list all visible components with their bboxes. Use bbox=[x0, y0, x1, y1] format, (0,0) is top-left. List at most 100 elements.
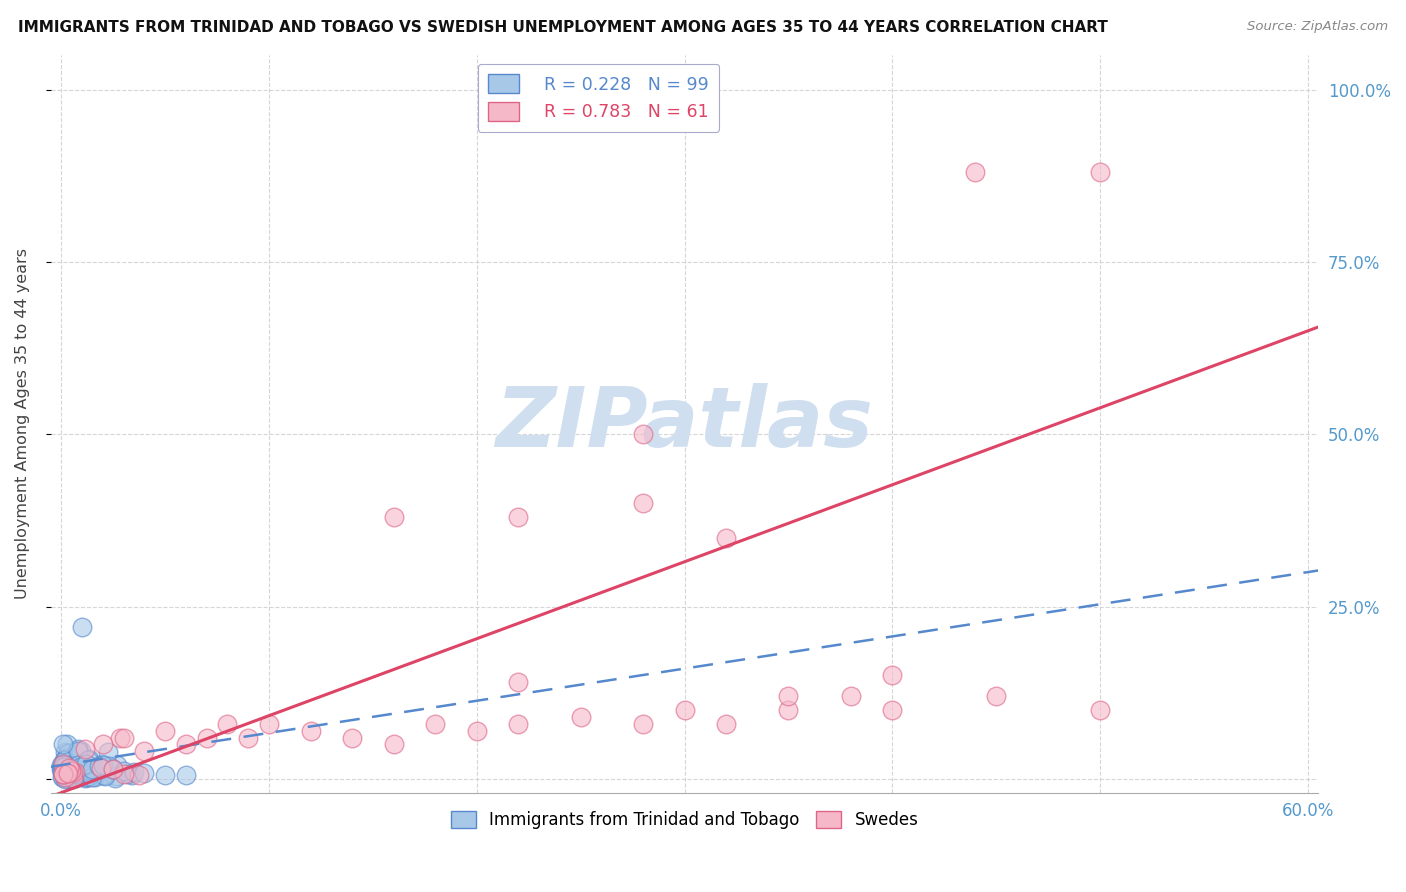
Point bbox=[60, 764, 83, 779]
Point bbox=[53, 745, 76, 759]
Point bbox=[112, 767, 135, 781]
Point bbox=[631, 427, 654, 442]
Point bbox=[53, 753, 76, 767]
Point bbox=[55, 751, 77, 765]
Point bbox=[65, 765, 87, 780]
Point bbox=[67, 767, 90, 781]
Point bbox=[84, 766, 107, 780]
Point bbox=[51, 763, 73, 777]
Point bbox=[882, 668, 904, 682]
Point bbox=[101, 762, 124, 776]
Point bbox=[425, 716, 447, 731]
Point bbox=[673, 703, 696, 717]
Point bbox=[117, 767, 139, 781]
Y-axis label: Unemployment Among Ages 35 to 44 years: Unemployment Among Ages 35 to 44 years bbox=[15, 248, 30, 599]
Point bbox=[77, 764, 100, 779]
Point bbox=[153, 723, 176, 738]
Point bbox=[508, 510, 530, 524]
Point bbox=[75, 770, 97, 784]
Point bbox=[631, 496, 654, 510]
Point bbox=[51, 770, 73, 784]
Point bbox=[51, 758, 73, 772]
Point bbox=[72, 758, 94, 772]
Point bbox=[195, 731, 218, 745]
Point bbox=[62, 766, 84, 780]
Point bbox=[55, 771, 77, 785]
Point bbox=[1088, 703, 1111, 717]
Point bbox=[59, 772, 82, 786]
Point bbox=[93, 769, 115, 783]
Point bbox=[63, 765, 86, 780]
Point bbox=[56, 756, 79, 771]
Point bbox=[70, 744, 93, 758]
Point bbox=[91, 768, 114, 782]
Point bbox=[51, 758, 73, 772]
Point bbox=[58, 771, 80, 785]
Point bbox=[60, 772, 83, 786]
Point bbox=[52, 767, 75, 781]
Point bbox=[51, 764, 73, 779]
Text: ZIPatlas: ZIPatlas bbox=[496, 384, 873, 465]
Point bbox=[134, 766, 156, 780]
Point bbox=[1088, 165, 1111, 179]
Point bbox=[75, 756, 97, 771]
Point bbox=[62, 771, 84, 785]
Point bbox=[55, 758, 77, 772]
Point bbox=[56, 772, 79, 786]
Point bbox=[77, 770, 100, 784]
Point bbox=[60, 772, 83, 786]
Point bbox=[340, 731, 363, 745]
Point bbox=[76, 763, 98, 777]
Point bbox=[55, 738, 77, 752]
Point bbox=[112, 764, 135, 778]
Point bbox=[778, 689, 800, 703]
Point bbox=[55, 768, 77, 782]
Point bbox=[56, 766, 79, 780]
Point bbox=[839, 689, 862, 703]
Point bbox=[382, 738, 405, 752]
Text: Source: ZipAtlas.com: Source: ZipAtlas.com bbox=[1247, 20, 1388, 33]
Point bbox=[52, 766, 75, 780]
Legend: Immigrants from Trinidad and Tobago, Swedes: Immigrants from Trinidad and Tobago, Swe… bbox=[444, 805, 925, 836]
Point bbox=[59, 764, 82, 778]
Point bbox=[58, 766, 80, 780]
Point bbox=[56, 766, 79, 780]
Point bbox=[55, 768, 77, 782]
Point bbox=[465, 723, 488, 738]
Point bbox=[75, 771, 97, 785]
Point bbox=[91, 738, 114, 752]
Point bbox=[82, 762, 104, 776]
Point bbox=[60, 762, 83, 776]
Point bbox=[53, 772, 76, 786]
Point bbox=[66, 758, 89, 772]
Point bbox=[52, 770, 75, 784]
Point bbox=[53, 770, 76, 784]
Point bbox=[134, 744, 156, 758]
Point bbox=[122, 764, 145, 779]
Point bbox=[90, 757, 112, 772]
Point bbox=[52, 738, 75, 752]
Point bbox=[128, 768, 150, 782]
Point bbox=[238, 731, 260, 745]
Point bbox=[70, 620, 93, 634]
Point bbox=[56, 768, 79, 782]
Point bbox=[631, 716, 654, 731]
Point bbox=[105, 768, 128, 782]
Point bbox=[986, 689, 1008, 703]
Point bbox=[66, 756, 89, 770]
Point bbox=[52, 767, 75, 781]
Point bbox=[101, 762, 124, 776]
Point bbox=[90, 760, 112, 774]
Point bbox=[75, 760, 97, 774]
Point bbox=[53, 765, 76, 780]
Point bbox=[65, 762, 87, 776]
Point bbox=[508, 675, 530, 690]
Point bbox=[58, 761, 80, 775]
Point bbox=[62, 765, 84, 780]
Point bbox=[382, 510, 405, 524]
Point bbox=[52, 760, 75, 774]
Point bbox=[65, 767, 87, 781]
Point bbox=[51, 762, 73, 776]
Point bbox=[59, 764, 82, 778]
Point bbox=[91, 758, 114, 772]
